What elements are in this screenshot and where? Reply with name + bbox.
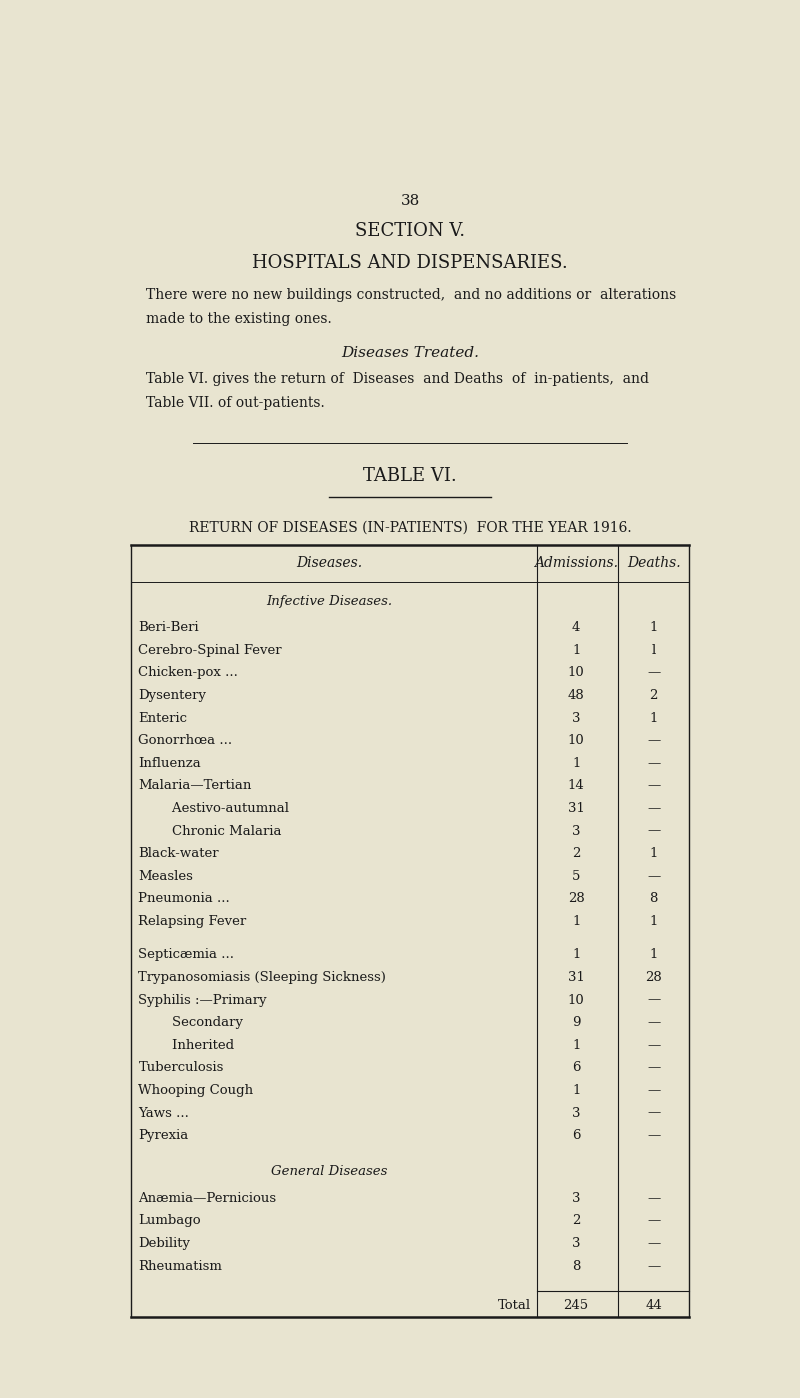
Text: Lumbago: Lumbago (138, 1215, 201, 1227)
Text: —: — (647, 1215, 660, 1227)
Text: 3: 3 (572, 712, 581, 724)
Text: RETURN OF DISEASES (IN-PATIENTS)  FOR THE YEAR 1916.: RETURN OF DISEASES (IN-PATIENTS) FOR THE… (189, 521, 631, 535)
Text: Infective Diseases.: Infective Diseases. (266, 596, 393, 608)
Text: 5: 5 (572, 870, 580, 882)
Text: Debility: Debility (138, 1237, 190, 1250)
Text: —: — (647, 870, 660, 882)
Text: 2: 2 (650, 689, 658, 702)
Text: Syphilis :—Primary: Syphilis :—Primary (138, 994, 267, 1007)
Text: —: — (647, 1107, 660, 1120)
Text: Measles: Measles (138, 870, 194, 882)
Text: Table VI. gives the return of  Diseases  and Deaths  of  in-patients,  and: Table VI. gives the return of Diseases a… (146, 372, 650, 386)
Text: Relapsing Fever: Relapsing Fever (138, 914, 246, 928)
Text: Whooping Cough: Whooping Cough (138, 1083, 254, 1097)
Text: 1: 1 (572, 1039, 580, 1051)
Text: Admissions.: Admissions. (534, 556, 618, 570)
Text: 10: 10 (568, 994, 585, 1007)
Text: Diseases Treated.: Diseases Treated. (341, 347, 479, 361)
Text: —: — (647, 1061, 660, 1075)
Text: Malaria—Tertian: Malaria—Tertian (138, 779, 252, 793)
Text: 14: 14 (568, 779, 585, 793)
Text: Pneumonia ...: Pneumonia ... (138, 892, 230, 906)
Text: Influenza: Influenza (138, 756, 201, 770)
Text: 1: 1 (572, 643, 580, 657)
Text: 6: 6 (572, 1061, 581, 1075)
Text: There were no new buildings constructed,  and no additions or  alterations: There were no new buildings constructed,… (146, 288, 677, 302)
Text: 28: 28 (568, 892, 585, 906)
Text: Dysentery: Dysentery (138, 689, 206, 702)
Text: —: — (647, 1192, 660, 1205)
Text: —: — (647, 667, 660, 679)
Text: Septicæmia ...: Septicæmia ... (138, 948, 234, 962)
Text: Yaws ...: Yaws ... (138, 1107, 190, 1120)
Text: Trypanosomiasis (Sleeping Sickness): Trypanosomiasis (Sleeping Sickness) (138, 972, 386, 984)
Text: 3: 3 (572, 1192, 581, 1205)
Text: 1: 1 (650, 712, 658, 724)
Text: Table VII. of out-patients.: Table VII. of out-patients. (146, 396, 326, 410)
Text: 2: 2 (572, 847, 580, 860)
Text: 31: 31 (568, 802, 585, 815)
Text: made to the existing ones.: made to the existing ones. (146, 312, 332, 326)
Text: Gonorrhœa ...: Gonorrhœa ... (138, 734, 233, 747)
Text: 1: 1 (650, 847, 658, 860)
Text: 6: 6 (572, 1130, 581, 1142)
Text: —: — (647, 825, 660, 837)
Text: 28: 28 (646, 972, 662, 984)
Text: 2: 2 (572, 1215, 580, 1227)
Text: 9: 9 (572, 1016, 581, 1029)
Text: Inherited: Inherited (138, 1039, 234, 1051)
Text: Secondary: Secondary (138, 1016, 243, 1029)
Text: 8: 8 (572, 1260, 580, 1272)
Text: 10: 10 (568, 734, 585, 747)
Text: —: — (647, 779, 660, 793)
Text: 1: 1 (650, 948, 658, 962)
Text: 8: 8 (650, 892, 658, 906)
Text: —: — (647, 756, 660, 770)
Text: Beri-Beri: Beri-Beri (138, 621, 199, 635)
Text: 4: 4 (572, 621, 580, 635)
Text: 3: 3 (572, 825, 581, 837)
Text: SECTION V.: SECTION V. (355, 222, 465, 239)
Text: Aestivo-autumnal: Aestivo-autumnal (138, 802, 290, 815)
Text: Chronic Malaria: Chronic Malaria (138, 825, 282, 837)
Text: 48: 48 (568, 689, 585, 702)
Text: General Diseases: General Diseases (271, 1165, 387, 1177)
Text: 44: 44 (646, 1300, 662, 1313)
Text: Cerebro-Spinal Fever: Cerebro-Spinal Fever (138, 643, 282, 657)
Text: Diseases.: Diseases. (296, 556, 362, 570)
Text: 245: 245 (563, 1300, 589, 1313)
Text: —: — (647, 802, 660, 815)
Text: 3: 3 (572, 1107, 581, 1120)
Text: —: — (647, 1083, 660, 1097)
Text: TABLE VI.: TABLE VI. (363, 467, 457, 485)
Text: HOSPITALS AND DISPENSARIES.: HOSPITALS AND DISPENSARIES. (252, 254, 568, 271)
Text: —: — (647, 1237, 660, 1250)
Text: Enteric: Enteric (138, 712, 187, 724)
Text: 3: 3 (572, 1237, 581, 1250)
Text: —: — (647, 1039, 660, 1051)
Text: 1: 1 (572, 1083, 580, 1097)
Text: 10: 10 (568, 667, 585, 679)
Text: 1: 1 (572, 948, 580, 962)
Text: l: l (651, 643, 656, 657)
Text: 1: 1 (650, 914, 658, 928)
Text: Tuberculosis: Tuberculosis (138, 1061, 224, 1075)
Text: Black-water: Black-water (138, 847, 219, 860)
Text: —: — (647, 1260, 660, 1272)
Text: Pyrexia: Pyrexia (138, 1130, 189, 1142)
Text: —: — (647, 734, 660, 747)
Text: 31: 31 (568, 972, 585, 984)
Text: —: — (647, 1016, 660, 1029)
Text: Total: Total (498, 1300, 531, 1313)
Text: 1: 1 (572, 914, 580, 928)
Text: 38: 38 (400, 193, 420, 207)
Text: 1: 1 (572, 756, 580, 770)
Text: —: — (647, 994, 660, 1007)
Text: Rheumatism: Rheumatism (138, 1260, 222, 1272)
Text: Chicken-pox ...: Chicken-pox ... (138, 667, 238, 679)
Text: Deaths.: Deaths. (627, 556, 681, 570)
Text: 1: 1 (650, 621, 658, 635)
Text: —: — (647, 1130, 660, 1142)
Text: Anæmia—Pernicious: Anæmia—Pernicious (138, 1192, 277, 1205)
